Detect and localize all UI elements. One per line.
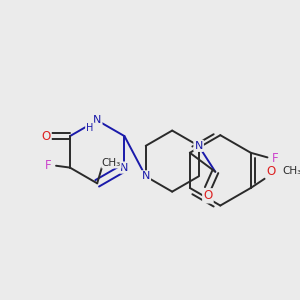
Text: CH₃: CH₃ (282, 166, 300, 176)
Text: CH₃: CH₃ (102, 158, 121, 168)
Text: F: F (272, 152, 278, 165)
Text: H: H (86, 123, 94, 133)
Text: N: N (194, 141, 203, 151)
Text: N: N (120, 163, 129, 172)
Text: O: O (266, 165, 276, 178)
Text: O: O (41, 130, 50, 142)
Text: N: N (93, 116, 101, 125)
Text: F: F (44, 159, 51, 172)
Text: O: O (203, 189, 212, 202)
Text: N: N (142, 171, 150, 182)
